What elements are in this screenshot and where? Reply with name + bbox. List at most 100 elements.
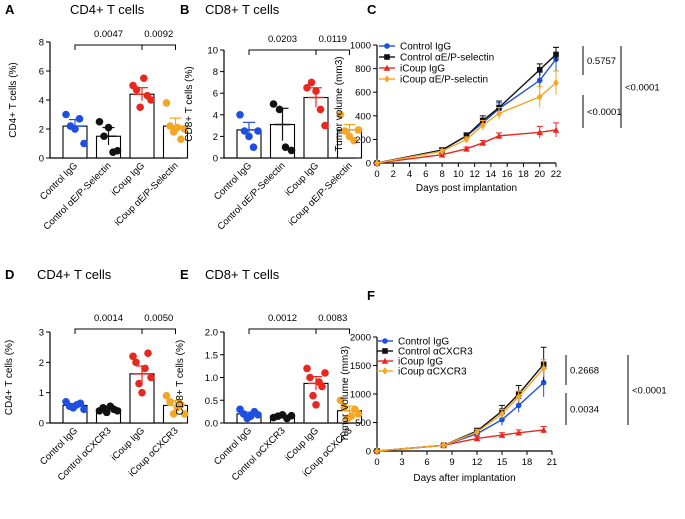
x-tick-label: Control αE/P-Selectin <box>41 160 113 232</box>
panel-label: E <box>180 267 189 282</box>
data-point <box>440 441 447 450</box>
y-axis-title: CD4+ T cells (%) <box>8 62 19 137</box>
data-point <box>341 127 349 135</box>
x-tick-label: 16 <box>502 169 513 180</box>
data-point <box>287 411 296 420</box>
panel-title: CD8+ T cells <box>205 2 280 17</box>
legend-label: Control αE/P-selectin <box>400 53 494 64</box>
y-tick-label: 8 <box>213 67 218 78</box>
x-tick-label: 6 <box>424 457 429 468</box>
legend-label: Control IgG <box>398 337 449 348</box>
data-point <box>307 78 316 87</box>
data-point <box>540 364 547 373</box>
legend-label: iCoup IgG <box>398 357 443 368</box>
data-point <box>113 146 122 155</box>
y-tick-label: 200 <box>355 135 371 146</box>
x-tick-label: 0 <box>374 457 379 468</box>
data-point <box>479 139 487 146</box>
x-tick-label: 3 <box>399 457 404 468</box>
x-tick-label: Control αE/P-Selectin <box>215 160 287 232</box>
data-point <box>104 123 113 132</box>
y-tick-label: 10 <box>207 46 218 57</box>
significance-bracket: 0.0014 <box>74 313 143 334</box>
series <box>374 70 559 167</box>
data-point <box>132 358 140 367</box>
data-point <box>129 352 137 361</box>
data-point <box>180 410 189 418</box>
series <box>373 122 560 166</box>
y-tick-label: 400 <box>355 111 371 122</box>
panel-title: CD4+ T cells <box>37 267 112 282</box>
data-point <box>75 115 84 123</box>
panel-c: C 0 200 400 600 800 1000 0 2 4 6 8 10 12 14 16 18 20 22 Tum… <box>334 2 660 194</box>
bracket-line <box>315 49 350 55</box>
significance-bracket: 0.0050 <box>141 313 176 334</box>
data-point <box>318 382 326 391</box>
data-point <box>498 431 506 438</box>
y-tick-label: 2.0 <box>205 328 218 339</box>
data-point <box>62 110 70 119</box>
data-point <box>177 401 185 409</box>
comparisons: 0.5757 <0.0001 <0.0001 <box>582 46 660 128</box>
data-point <box>254 127 262 135</box>
data-point <box>553 78 559 87</box>
legend-label: iCoup IgG <box>400 64 445 75</box>
bracket-line <box>74 328 143 334</box>
panel-label: A <box>5 2 15 17</box>
bar <box>129 93 155 159</box>
y-tick-label: 0 <box>39 419 44 430</box>
data-point <box>321 369 329 377</box>
legend-item: Control αCXCR3 <box>377 347 473 358</box>
x-tick-label: 4 <box>407 169 412 180</box>
data-point <box>140 74 148 83</box>
data-point <box>439 147 445 155</box>
y-tick-label: 6 <box>39 67 44 78</box>
p-value-label: 0.0034 <box>570 405 599 416</box>
x-tick-label: 18 <box>522 457 533 468</box>
data-point <box>100 132 108 141</box>
legend-marker <box>383 64 391 71</box>
data-point <box>169 410 178 418</box>
y-tick-label: 1.5 <box>205 350 218 361</box>
y-tick-label: 0 <box>213 154 218 165</box>
data-point <box>374 447 380 455</box>
data-point <box>303 84 311 92</box>
significance-bracket: 0.0203 <box>248 34 317 55</box>
x-tick-label: 22 <box>551 169 562 180</box>
p-value-label: 0.5757 <box>587 56 616 67</box>
bracket-line <box>315 328 350 334</box>
y-tick-label: 500 <box>355 418 371 429</box>
y-tick-label: 1000 <box>350 41 371 52</box>
data-point <box>515 429 522 436</box>
p-value-label: 0.2668 <box>570 366 599 377</box>
data-point <box>71 125 79 133</box>
legend-marker <box>384 43 390 49</box>
data-point <box>76 399 85 408</box>
data-point <box>463 145 470 152</box>
legend-item: Control αE/P-selectin <box>379 53 494 64</box>
p-value-label: 0.0012 <box>268 313 297 324</box>
y-axis-title: CD8+ T cells (%) <box>184 66 195 141</box>
y-tick-label: 0 <box>39 154 44 165</box>
bracket-line <box>74 44 143 50</box>
y-axis-title: Tumor Volume (mm3) <box>340 346 351 442</box>
data-point <box>474 428 480 436</box>
data-point <box>463 135 470 144</box>
y-tick-label: 3 <box>39 328 44 339</box>
bracket-line <box>141 44 176 50</box>
significance-bracket: 0.0119 <box>315 34 350 55</box>
data-point <box>275 105 284 114</box>
x-tick-label: iCoup αE/P-Selectin <box>113 160 181 228</box>
x-tick-label: 10 <box>453 169 464 180</box>
data-point <box>496 109 502 118</box>
p-value-label: <0.0001 <box>632 386 667 397</box>
data-point <box>136 103 144 112</box>
legend-label: Control αCXCR3 <box>398 347 473 358</box>
data-point <box>479 121 486 130</box>
y-tick-label: 1500 <box>350 361 371 372</box>
data-point <box>166 122 174 130</box>
data-point <box>374 159 380 167</box>
data-point <box>309 391 317 400</box>
